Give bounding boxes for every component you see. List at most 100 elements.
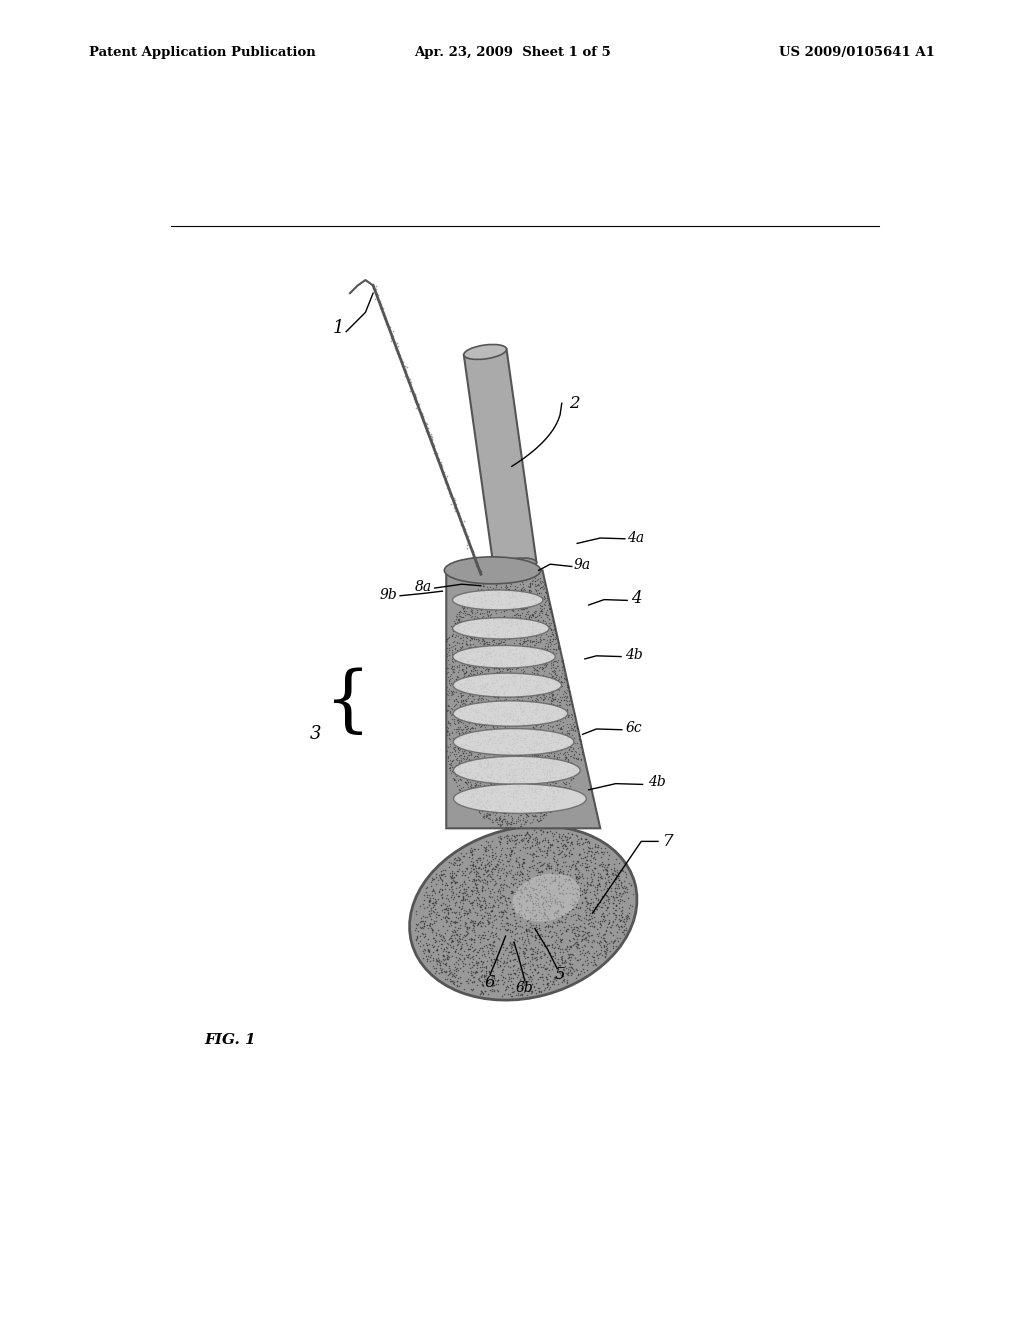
Point <box>512 809 528 830</box>
Point <box>508 432 524 453</box>
Point <box>480 624 497 645</box>
Point <box>488 686 505 708</box>
Point <box>551 776 567 797</box>
Point <box>549 952 565 973</box>
Point <box>474 975 490 997</box>
Point <box>377 309 393 330</box>
Point <box>510 982 526 1003</box>
Point <box>486 396 503 417</box>
Point <box>548 640 564 661</box>
Point <box>514 701 530 722</box>
Point <box>585 862 601 883</box>
Point <box>512 565 528 586</box>
Point <box>557 939 573 960</box>
Point <box>497 512 513 533</box>
Point <box>513 875 529 896</box>
Point <box>493 469 509 490</box>
Point <box>552 828 568 849</box>
Text: 2: 2 <box>569 395 580 412</box>
Point <box>442 763 459 784</box>
Point <box>474 686 490 708</box>
Point <box>439 747 456 768</box>
Point <box>524 603 541 624</box>
Point <box>476 463 493 484</box>
Point <box>527 581 544 602</box>
Point <box>532 838 549 859</box>
Text: 9b: 9b <box>380 587 397 602</box>
Point <box>540 973 556 994</box>
Point <box>494 723 510 744</box>
Point <box>485 685 502 706</box>
Point <box>488 413 505 434</box>
Point <box>490 878 507 899</box>
Point <box>610 870 627 891</box>
Point <box>483 710 500 731</box>
Point <box>528 713 545 734</box>
Point <box>498 561 514 582</box>
Point <box>551 871 567 892</box>
Point <box>431 949 447 970</box>
Point <box>531 744 548 766</box>
Point <box>473 682 489 704</box>
Point <box>457 655 473 676</box>
Point <box>615 911 632 932</box>
Point <box>528 628 545 649</box>
Point <box>571 941 588 962</box>
Point <box>479 467 496 488</box>
Point <box>489 616 506 638</box>
Point <box>512 653 528 675</box>
Point <box>543 690 559 711</box>
Point <box>560 942 577 964</box>
Point <box>496 801 512 822</box>
Point <box>521 746 538 767</box>
Point <box>596 940 612 961</box>
Point <box>537 750 553 771</box>
Point <box>473 960 489 981</box>
Point <box>505 656 521 677</box>
Point <box>608 895 625 916</box>
Point <box>602 931 618 952</box>
Point <box>565 702 582 723</box>
Point <box>489 429 506 450</box>
Point <box>524 631 541 652</box>
Point <box>530 861 547 882</box>
Point <box>508 499 524 520</box>
Point <box>484 356 501 378</box>
Point <box>502 738 518 759</box>
Point <box>436 928 453 949</box>
Point <box>474 425 490 446</box>
Point <box>497 774 513 795</box>
Point <box>579 882 595 903</box>
Point <box>501 764 517 785</box>
Point <box>515 771 531 792</box>
Point <box>483 363 500 384</box>
Point <box>451 774 467 795</box>
Point <box>513 698 529 719</box>
Point <box>454 595 470 616</box>
Point <box>496 950 512 972</box>
Point <box>497 626 513 647</box>
Point <box>477 477 494 498</box>
Point <box>583 882 599 903</box>
Point <box>427 891 443 912</box>
Point <box>550 717 566 738</box>
Point <box>537 574 553 595</box>
Point <box>479 631 496 652</box>
Point <box>490 490 507 511</box>
Point <box>487 574 504 595</box>
Point <box>517 675 534 696</box>
Point <box>483 954 500 975</box>
Point <box>502 508 518 529</box>
Point <box>510 903 526 924</box>
Point <box>449 906 465 927</box>
Point <box>507 491 523 512</box>
Point <box>502 640 518 661</box>
Point <box>479 657 496 678</box>
Point <box>471 417 487 438</box>
Point <box>573 931 590 952</box>
Point <box>462 698 478 719</box>
Point <box>511 832 527 853</box>
Point <box>554 779 570 800</box>
Point <box>511 892 527 913</box>
Point <box>487 836 504 857</box>
